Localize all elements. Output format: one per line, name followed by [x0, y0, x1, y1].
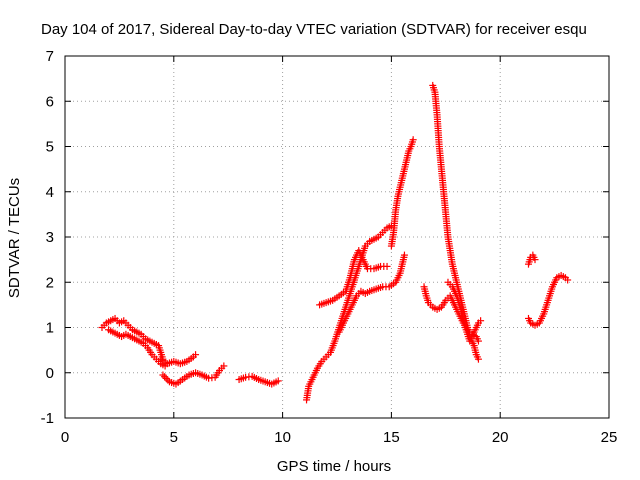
x-tick-label: 0 [61, 429, 69, 446]
x-tick-label: 25 [601, 429, 618, 446]
data-point [474, 337, 482, 345]
chart-title: Day 104 of 2017, Sidereal Day-to-day VTE… [41, 21, 587, 38]
y-tick-label: 6 [46, 93, 54, 110]
x-tick-label: 20 [492, 429, 509, 446]
data-point [531, 256, 539, 264]
data-point [164, 376, 172, 384]
y-tick-label: 3 [46, 229, 54, 246]
y-axis-label: SDTVAR / TECUs [6, 178, 23, 298]
plot-frame [64, 55, 610, 419]
y-tick-label: 4 [46, 184, 54, 201]
data-point [159, 371, 167, 379]
data-point [161, 373, 169, 381]
data-point [192, 351, 200, 359]
data-points [98, 81, 572, 404]
x-axis-label: GPS time / hours [277, 458, 391, 475]
data-point [400, 251, 408, 259]
x-tick-label: 15 [383, 429, 400, 446]
y-tick-label: 2 [46, 274, 54, 291]
data-point [383, 262, 391, 270]
y-tick-label: 7 [46, 48, 54, 65]
data-point [162, 374, 170, 382]
data-point [220, 362, 228, 370]
x-tick-label: 10 [274, 429, 291, 446]
data-point [274, 377, 282, 385]
data-point [409, 136, 417, 144]
y-tick-labels: -1 0 1 2 3 4 5 6 7 [41, 48, 54, 427]
y-tick-label: 1 [46, 320, 54, 337]
x-tick-labels: 0 5 10 15 20 25 [61, 429, 618, 446]
y-tick-label: -1 [41, 410, 54, 427]
data-point [564, 276, 572, 284]
y-tick-label: 5 [46, 139, 54, 156]
x-tick-label: 5 [170, 429, 178, 446]
data-point [477, 317, 485, 325]
data-point [474, 355, 482, 363]
y-tick-label: 0 [46, 365, 54, 382]
